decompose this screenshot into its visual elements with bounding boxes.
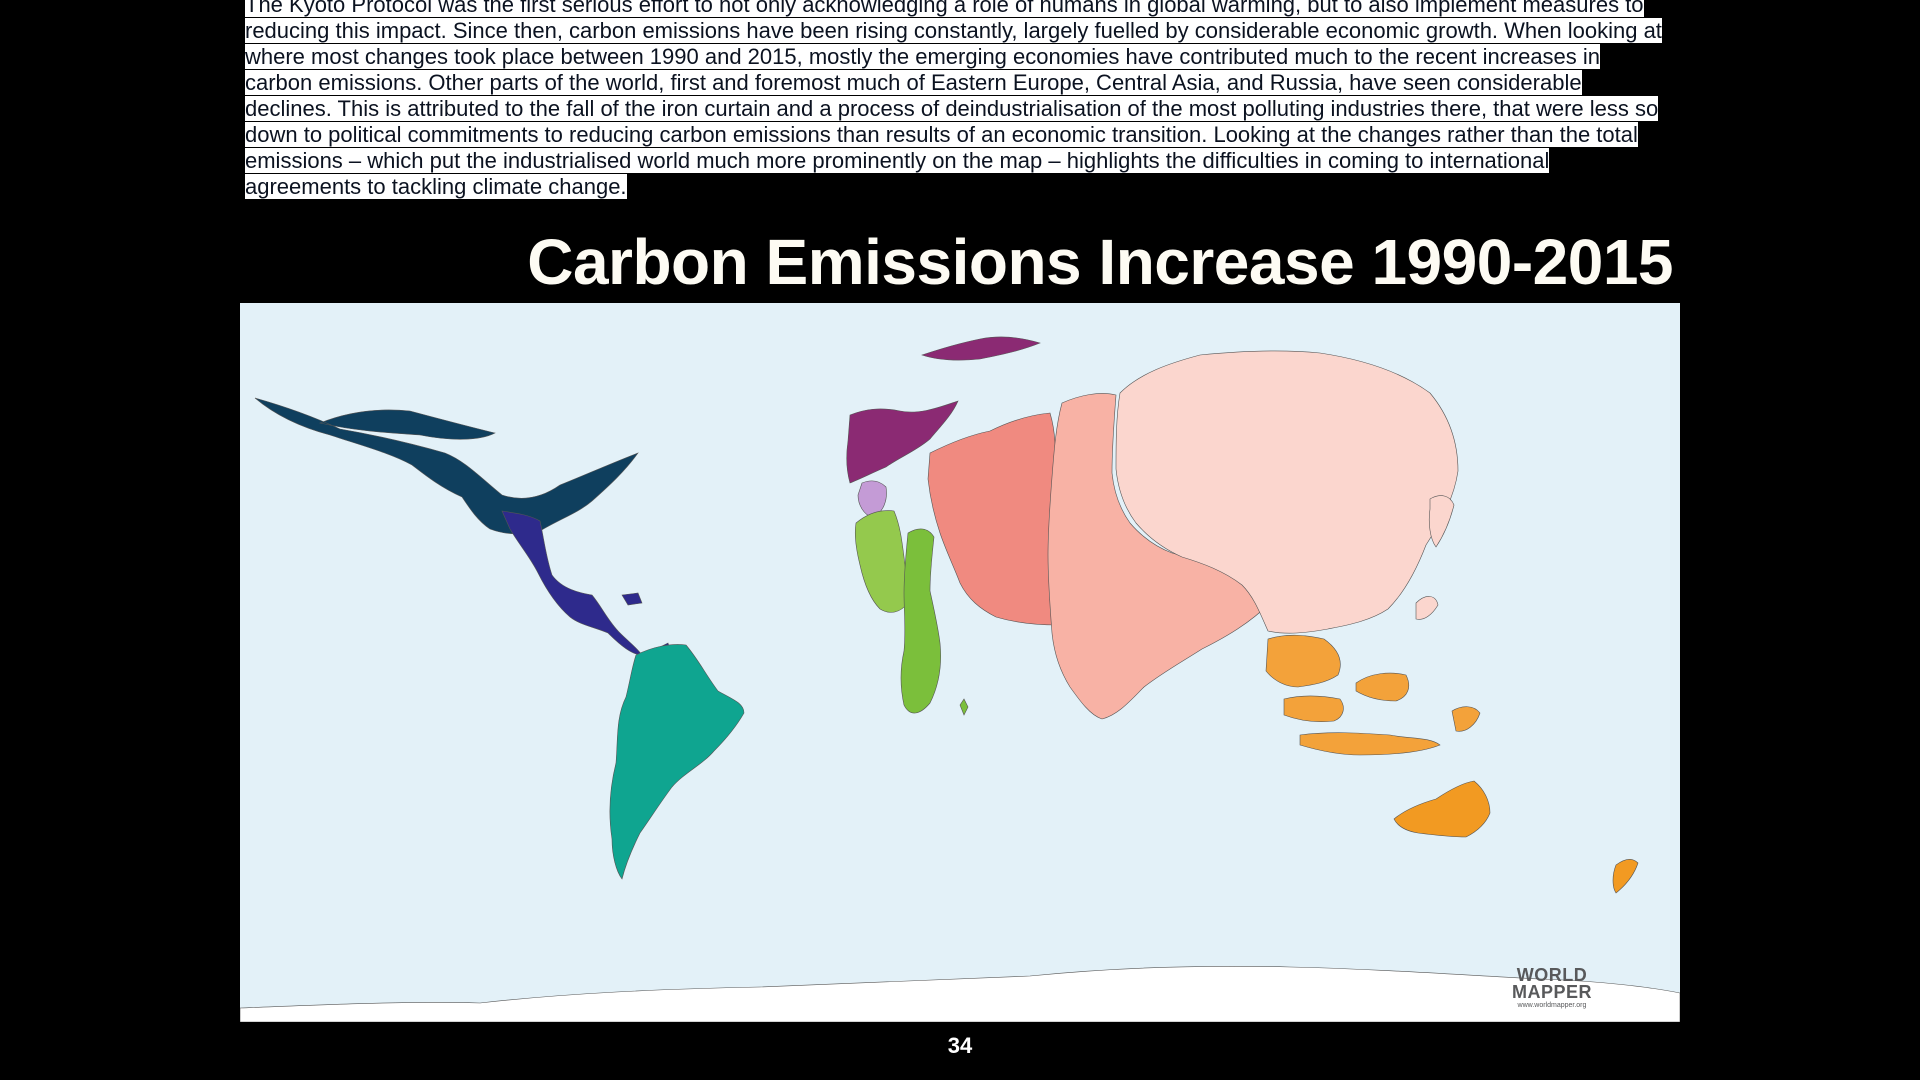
region-antarctica <box>240 965 1680 1022</box>
region-western-africa <box>854 510 909 613</box>
region-northern-africa <box>857 480 887 518</box>
region-australia <box>1393 780 1491 838</box>
region-japan <box>1415 495 1455 620</box>
worldmapper-logo: WORLD MAPPER www.worldmapper.org <box>1511 965 1592 1009</box>
region-central-america <box>501 510 643 656</box>
region-south-asia <box>1047 393 1271 720</box>
region-north-america <box>254 397 639 535</box>
region-east-asia <box>1115 350 1459 634</box>
region-madagascar <box>959 698 969 716</box>
map-title: Carbon Emissions Increase 1990-2015 <box>527 226 1673 298</box>
region-south-america <box>609 644 745 880</box>
region-southern-africa <box>900 528 941 714</box>
region-europe <box>846 336 1041 484</box>
region-new-zealand <box>1612 859 1639 894</box>
intro-paragraph: The Kyoto Protocol was the first serious… <box>245 0 1665 200</box>
region-middle-east <box>927 412 1059 626</box>
region-southeast-asia <box>1265 634 1481 756</box>
cartogram-map: WORLD MAPPER www.worldmapper.org <box>240 303 1680 1022</box>
page-number: 34 <box>947 1033 973 1058</box>
cartogram-svg <box>240 336 1680 1022</box>
